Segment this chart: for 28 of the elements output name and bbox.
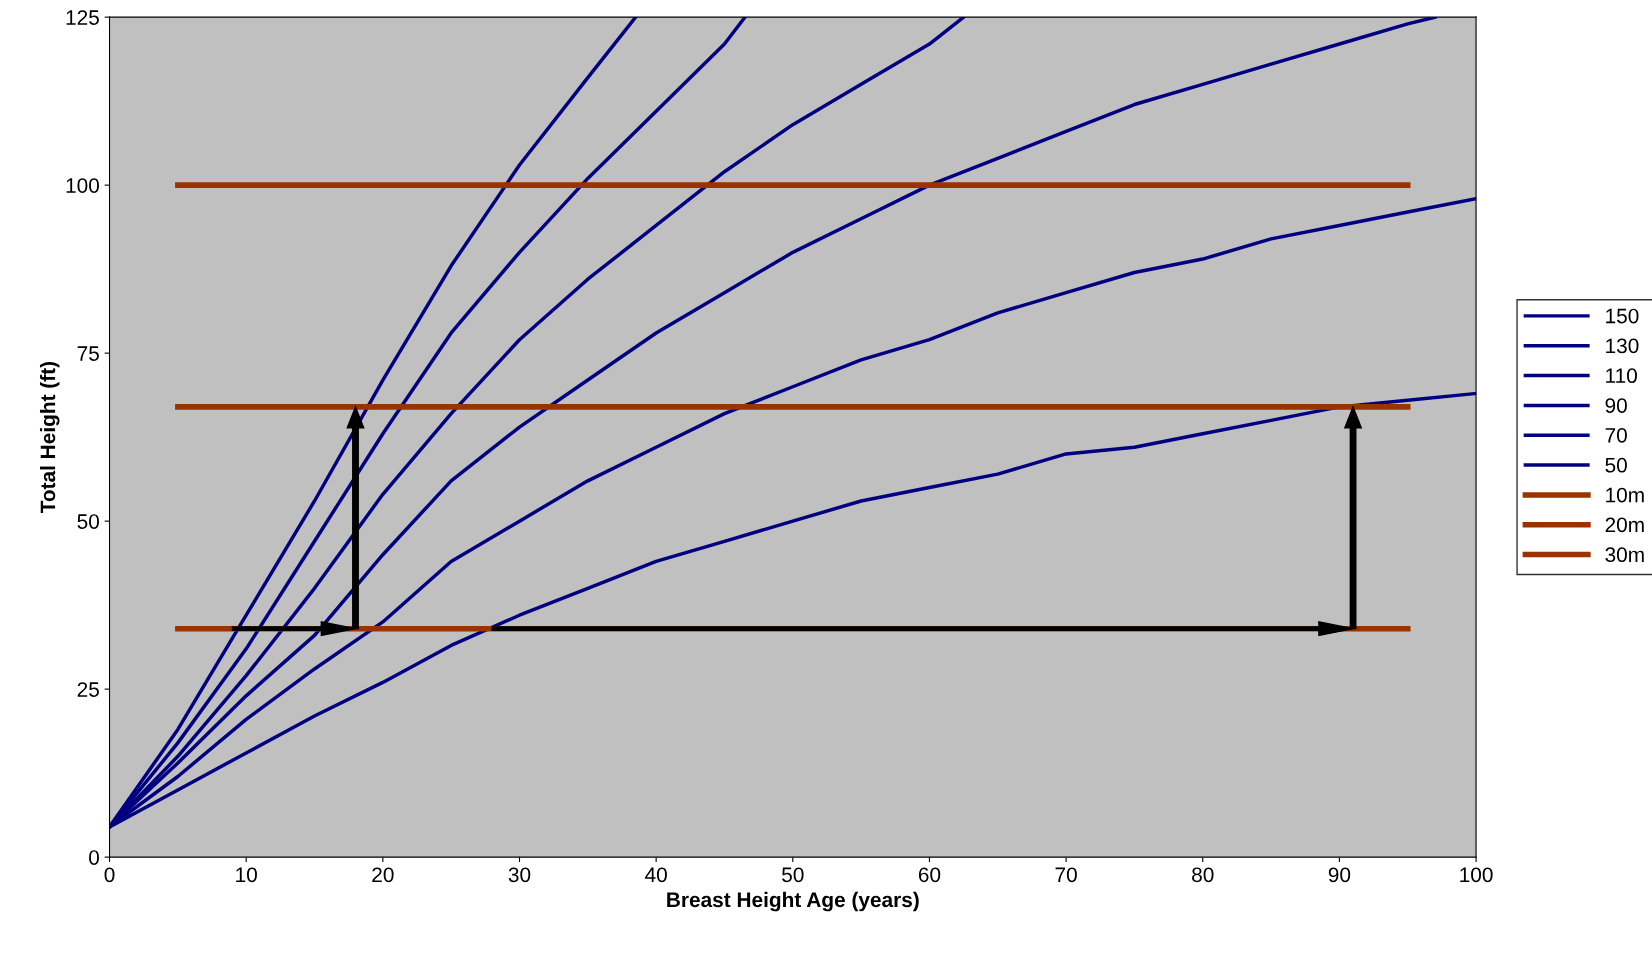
y-tick-label: 50 — [77, 514, 99, 529]
x-tick-label: 30 — [508, 867, 531, 883]
legend-label: 110 — [1606, 368, 1637, 384]
y-tick-label: 75 — [77, 346, 99, 361]
x-axis-title: Breast Height Age (years) — [667, 891, 919, 912]
x-tick-label: 10 — [236, 867, 257, 883]
x-tick-label: 40 — [645, 867, 667, 883]
y-tick-label: 125 — [66, 10, 99, 25]
x-tick-label: 70 — [1055, 867, 1077, 883]
y-tick-label: 0 — [89, 850, 99, 865]
x-tick-label: 100 — [1460, 867, 1493, 883]
legend-label: 130 — [1606, 338, 1639, 354]
x-tick-label: 50 — [782, 867, 804, 883]
y-tick-label: 25 — [77, 682, 99, 697]
legend-label: 10m — [1606, 487, 1644, 503]
legend-label: 70 — [1605, 427, 1627, 443]
x-tick-label: 20 — [372, 867, 394, 883]
legend-label: 30m — [1605, 547, 1644, 563]
legend-label: 150 — [1606, 308, 1639, 324]
x-tick-label: 80 — [1192, 867, 1214, 883]
x-tick-label: 60 — [918, 867, 941, 883]
y-tick-label: 100 — [66, 178, 99, 193]
x-tick-label: 0 — [104, 867, 115, 883]
y-axis-title: Total Height (ft) — [39, 361, 60, 514]
legend-label: 20m — [1605, 517, 1644, 533]
x-tick-label: 90 — [1328, 867, 1351, 883]
legend-label: 90 — [1605, 398, 1627, 413]
legend-label: 50 — [1605, 457, 1627, 473]
